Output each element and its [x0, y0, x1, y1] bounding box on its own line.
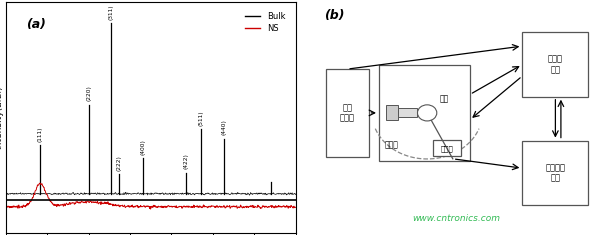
- Bar: [433, 140, 461, 157]
- Bar: [398, 108, 418, 118]
- Legend: Bulk, NS: Bulk, NS: [242, 9, 289, 36]
- Text: 计算机
系统: 计算机 系统: [548, 55, 563, 74]
- Bar: [386, 105, 398, 120]
- Text: (400): (400): [140, 139, 145, 155]
- Y-axis label: Intensity(a.u.): Intensity(a.u.): [0, 86, 3, 149]
- Text: www.cntronics.com: www.cntronics.com: [412, 215, 500, 223]
- Text: (311): (311): [109, 4, 113, 20]
- Text: (440): (440): [221, 119, 226, 135]
- Text: (111): (111): [38, 126, 43, 142]
- Text: (220): (220): [86, 85, 92, 101]
- Text: 样品: 样品: [440, 95, 449, 104]
- Text: (422): (422): [184, 153, 188, 169]
- Circle shape: [418, 105, 437, 121]
- Bar: [379, 65, 470, 161]
- Bar: [326, 69, 368, 157]
- Text: (511): (511): [199, 110, 203, 126]
- Bar: [522, 141, 589, 205]
- Text: 测角仪: 测角仪: [385, 141, 398, 150]
- Text: (222): (222): [116, 155, 121, 171]
- Text: (b): (b): [324, 9, 344, 22]
- Text: 探测器: 探测器: [440, 145, 454, 152]
- Text: 射线
发生器: 射线 发生器: [340, 103, 355, 123]
- Text: (a): (a): [26, 19, 46, 31]
- Text: 测量记录
系统: 测量记录 系统: [545, 163, 565, 182]
- Bar: [522, 32, 589, 97]
